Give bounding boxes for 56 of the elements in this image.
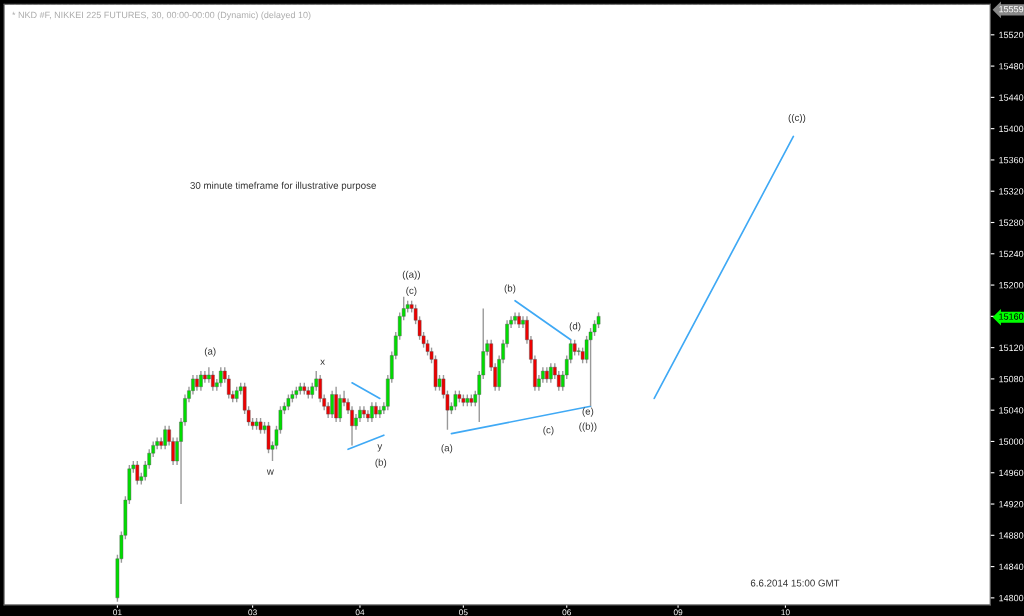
annotation: w	[266, 469, 274, 475]
annotation: (d)	[569, 322, 581, 332]
y-tick-label: 15520	[999, 31, 1024, 39]
x-tick-label: 10	[781, 609, 790, 616]
candlestick	[219, 366, 223, 388]
annotation: (b)	[504, 284, 516, 294]
x-tick-label: 05	[459, 609, 468, 616]
text: * NKD #F, NIKKEI 225 FUTURES, 30, 00:00-00:00 (Dynamic) (delayed 10)	[12, 11, 311, 20]
annotation: 6.6.2014 15:00 GMT	[750, 579, 840, 587]
annotation: y	[377, 444, 383, 452]
y-tick-label: 15120	[999, 344, 1024, 351]
y-tick-label: 15240	[999, 250, 1024, 258]
annotation: (c)	[543, 426, 554, 436]
candlestick	[334, 386, 338, 423]
candlestick	[199, 370, 203, 392]
annotation: ((c))	[788, 113, 806, 123]
candlestick	[163, 425, 167, 450]
annotation: (c)	[406, 286, 417, 296]
candlestick	[338, 393, 342, 423]
y-tick-label: 14840	[999, 563, 1024, 570]
annotation: 30 minute timeframe for illustrative purpose	[190, 181, 376, 191]
x-tick-label: 06	[562, 609, 572, 616]
annotation: (e)	[582, 407, 594, 417]
annotation: (b)	[375, 458, 387, 468]
x-tick-label: 03	[248, 609, 257, 616]
candlestick	[211, 370, 215, 392]
candlestick	[370, 401, 374, 423]
y-tick-label: 15480	[999, 63, 1024, 70]
candlestick	[207, 366, 211, 384]
y-tick-label: 15280	[999, 219, 1024, 226]
y-tick-label: 15080	[999, 375, 1024, 383]
x-tick-label: 09	[673, 609, 683, 616]
y-tick-label: 14920	[999, 501, 1024, 508]
annotation: ((b))	[579, 422, 597, 432]
ref-line-label: 15559	[999, 5, 1024, 13]
y-tick-label: 14800	[999, 594, 1024, 602]
y-tick-label: 15320	[999, 188, 1024, 195]
candlestick	[330, 389, 334, 419]
y-tick-label: 14960	[999, 469, 1024, 477]
y-tick-label: 15040	[999, 407, 1024, 414]
y-tick-label: 14880	[999, 532, 1024, 539]
x-tick-label: 04	[355, 609, 365, 616]
candlestick	[226, 374, 231, 400]
y-tick-label: 15160	[999, 313, 1024, 320]
y-tick-label: 15440	[999, 94, 1024, 101]
x-tick-label: 01	[113, 609, 122, 616]
candlestick	[549, 362, 553, 384]
annotation: x	[320, 359, 325, 365]
annotation: (a)	[204, 347, 216, 357]
y-tick-label: 15400	[999, 125, 1024, 133]
annotation: (a)	[441, 444, 453, 454]
y-tick-label: 15000	[999, 438, 1024, 445]
y-tick-label: 15360	[999, 156, 1024, 164]
y-tick-label: 15200	[999, 282, 1024, 289]
annotation: ((a))	[402, 270, 420, 280]
candlestick	[453, 389, 458, 411]
